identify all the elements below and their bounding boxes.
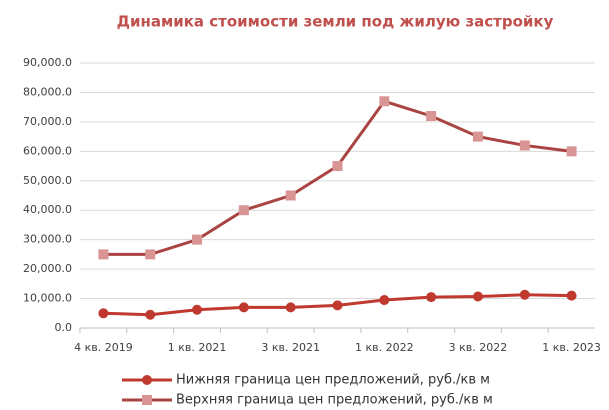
y-tick-label: 0.0	[55, 321, 73, 334]
data-point	[426, 111, 437, 121]
data-point	[379, 96, 390, 107]
data-point	[145, 249, 156, 260]
chart-title: Динамика стоимости земли под жилую застр…	[117, 13, 554, 31]
data-point	[332, 300, 343, 311]
data-point	[192, 234, 203, 245]
legend-label: Верхняя граница цен предложений, руб./кв…	[176, 393, 493, 408]
y-tick-label: 90,000.0	[23, 56, 72, 69]
x-tick-label: 1 кв. 2022	[355, 341, 414, 354]
series-line	[103, 99, 572, 256]
y-tick-label: 20,000.0	[23, 262, 72, 275]
data-point	[519, 140, 530, 151]
data-point	[379, 295, 390, 306]
y-tick-label: 70,000.0	[23, 115, 72, 128]
y-tick-label: 40,000.0	[23, 203, 72, 216]
legend-marker	[142, 395, 152, 405]
data-point	[566, 290, 577, 301]
x-tick-label: 4 кв. 2019	[74, 341, 133, 354]
data-point	[98, 308, 109, 319]
data-point	[285, 190, 296, 201]
data-point	[238, 302, 249, 313]
y-tick-label: 60,000.0	[23, 144, 72, 157]
x-tick-label: 1 кв. 2021	[168, 341, 227, 354]
data-point	[566, 146, 577, 157]
data-point	[426, 292, 437, 303]
data-point	[145, 309, 156, 320]
data-point	[332, 161, 343, 172]
data-point	[98, 249, 109, 260]
data-point	[238, 205, 249, 216]
y-tick-label: 80,000.0	[23, 85, 72, 98]
y-tick-label: 10,000.0	[23, 292, 72, 305]
data-point	[519, 289, 530, 300]
data-point	[285, 302, 296, 313]
legend-label: Нижняя граница цен предложений, руб./кв …	[176, 373, 490, 388]
legend-marker	[142, 375, 152, 385]
x-tick-label: 3 кв. 2021	[261, 341, 320, 354]
data-point	[472, 291, 483, 302]
data-point	[192, 304, 203, 315]
y-tick-label: 30,000.0	[23, 233, 72, 246]
y-tick-label: 50,000.0	[23, 174, 72, 187]
x-tick-label: 1 кв. 2023	[542, 341, 601, 354]
x-tick-label: 3 кв. 2022	[449, 341, 508, 354]
data-point	[472, 131, 483, 142]
